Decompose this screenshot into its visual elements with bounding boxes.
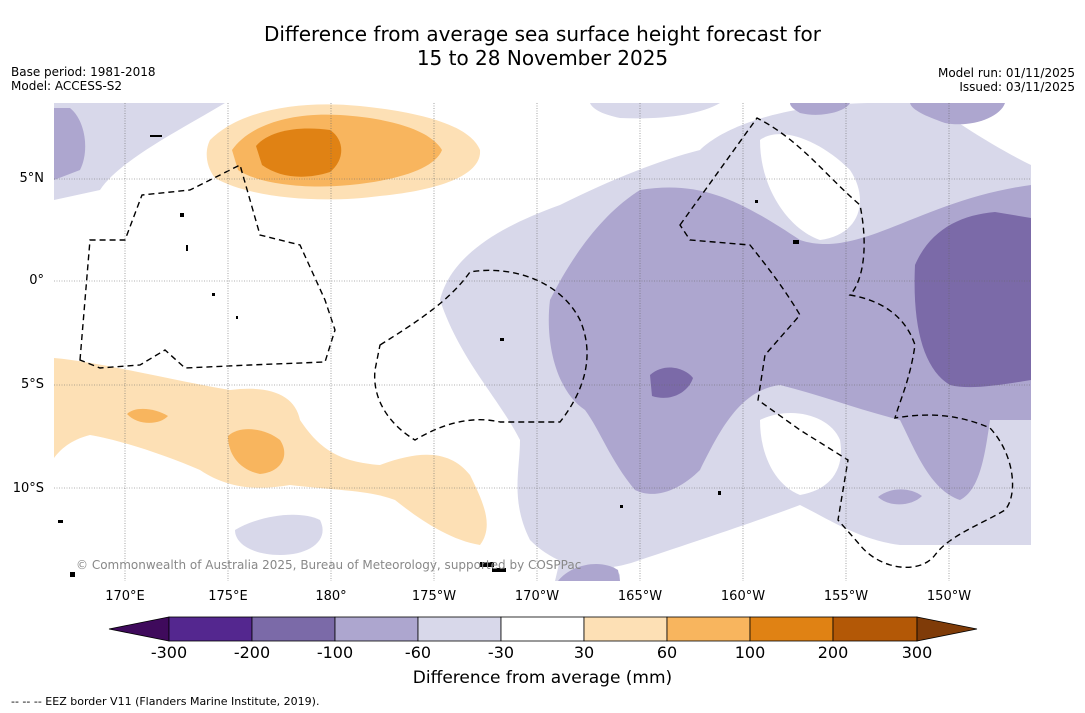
island-3 (186, 245, 188, 251)
island-5 (236, 316, 238, 319)
colorbar-label: Difference from average (mm) (412, 668, 673, 688)
colorbar-tick-7: 60 (656, 643, 678, 662)
contour-pos-medium-south-1 (127, 408, 168, 423)
colorbar-tick-10: 300 (901, 643, 933, 662)
meta-right: Model run: 01/11/2025 Issued: 03/11/2025 (938, 66, 1075, 94)
model-run: Model run: 01/11/2025 (937, 66, 1075, 80)
lat-label-5s: 5°S (20, 377, 44, 392)
lat-label-0: 0° (29, 273, 44, 288)
graticule (54, 103, 1031, 581)
lon-label-175w: 175°W (411, 589, 457, 604)
eez-border-3 (679, 117, 1014, 569)
contour-neg-dark (914, 212, 1031, 388)
island-2 (180, 213, 184, 217)
island-9 (58, 520, 63, 523)
island-11 (492, 568, 506, 572)
colorbar-tick-9: 200 (817, 643, 849, 662)
copyright-notice: © Commonwealth of Australia 2025, Bureau… (76, 558, 582, 572)
lat-label-5n: 5°N (19, 171, 45, 186)
island-12 (70, 572, 75, 577)
colorbar-seg-1 (168, 616, 253, 642)
contour-neutral-pocket-1 (760, 134, 860, 240)
colorbar-tick-1: -300 (150, 643, 188, 662)
title-line-1: Difference from average sea surface heig… (263, 22, 822, 46)
lon-label-170e: 170°E (105, 589, 145, 604)
lon-label-170w: 170°W (514, 589, 560, 604)
colorbar-seg-6 (583, 616, 668, 642)
contour-neg-medium-n (790, 103, 850, 115)
contour-neg-dark-center (650, 367, 693, 398)
colorbar-tick-4: -60 (404, 643, 432, 662)
contour-neg-medium-nw (54, 108, 86, 180)
lon-label-165w: 165°W (617, 589, 663, 604)
lon-label-160w: 160°W (720, 589, 766, 604)
base-period: Base period: 1981-2018 (11, 65, 156, 79)
contour-neg-light-north (590, 103, 720, 119)
colorbar-seg-2 (251, 616, 336, 642)
eez-borders (79, 117, 1014, 569)
colorbar-seg-8 (749, 616, 834, 642)
colorbar-tick-2: -200 (233, 643, 271, 662)
island-7 (793, 240, 799, 244)
colorbar-over-arrow (916, 616, 978, 642)
lon-label-150w: 150°W (926, 589, 972, 604)
contour-neg-medium-ne (910, 103, 1005, 125)
contour-neutral-pocket-3 (760, 412, 841, 495)
lon-label-180: 180° (315, 589, 347, 604)
islands (58, 135, 799, 577)
issued-date: Issued: 03/11/2025 (959, 80, 1075, 94)
map-contours (54, 103, 1031, 581)
eez-footnote: -- -- -- EEZ border V11 (Flanders Marine… (11, 695, 320, 708)
colorbar-tick-3: -100 (316, 643, 354, 662)
colorbar-under-arrow (108, 616, 170, 642)
island-4 (212, 293, 215, 296)
island-8 (755, 200, 758, 203)
contour-neg-light-sw (235, 514, 323, 555)
meta-left: Base period: 1981-2018 Model: ACCESS-S2 (11, 65, 156, 93)
eez-border-1 (79, 163, 336, 369)
model-name: Model: ACCESS-S2 (11, 79, 123, 93)
contour-pos-dark-north (256, 128, 342, 177)
island-6 (500, 338, 504, 341)
contour-pos-medium-south-2 (228, 429, 285, 474)
colorbar-tick-5: -30 (487, 643, 515, 662)
colorbar-seg-5 (500, 616, 585, 642)
island-10 (480, 562, 494, 567)
colorbar-seg-9 (832, 616, 918, 642)
colorbar-tick-6: 30 (573, 643, 595, 662)
island-1 (150, 135, 162, 137)
contour-neg-medium (548, 185, 1031, 500)
colorbar-seg-4 (417, 616, 502, 642)
contour-neg-medium-s (878, 489, 922, 505)
island-13 (718, 491, 721, 495)
lon-label-175e: 175°E (208, 589, 248, 604)
contour-neg-light-nw (54, 103, 225, 200)
colorbar-seg-7 (666, 616, 751, 642)
lon-label-155w: 155°W (823, 589, 869, 604)
chart-title: Difference from average sea surface heig… (0, 22, 1085, 70)
title-line-2: 15 to 28 November 2025 (416, 46, 669, 70)
eez-border-2 (374, 269, 588, 441)
colorbar (108, 616, 978, 642)
island-14 (620, 505, 623, 508)
lat-label-10s: 10°S (12, 481, 44, 496)
contour-neg-medium-sw (558, 563, 620, 581)
colorbar-tick-8: 100 (734, 643, 766, 662)
colorbar-seg-3 (334, 616, 419, 642)
